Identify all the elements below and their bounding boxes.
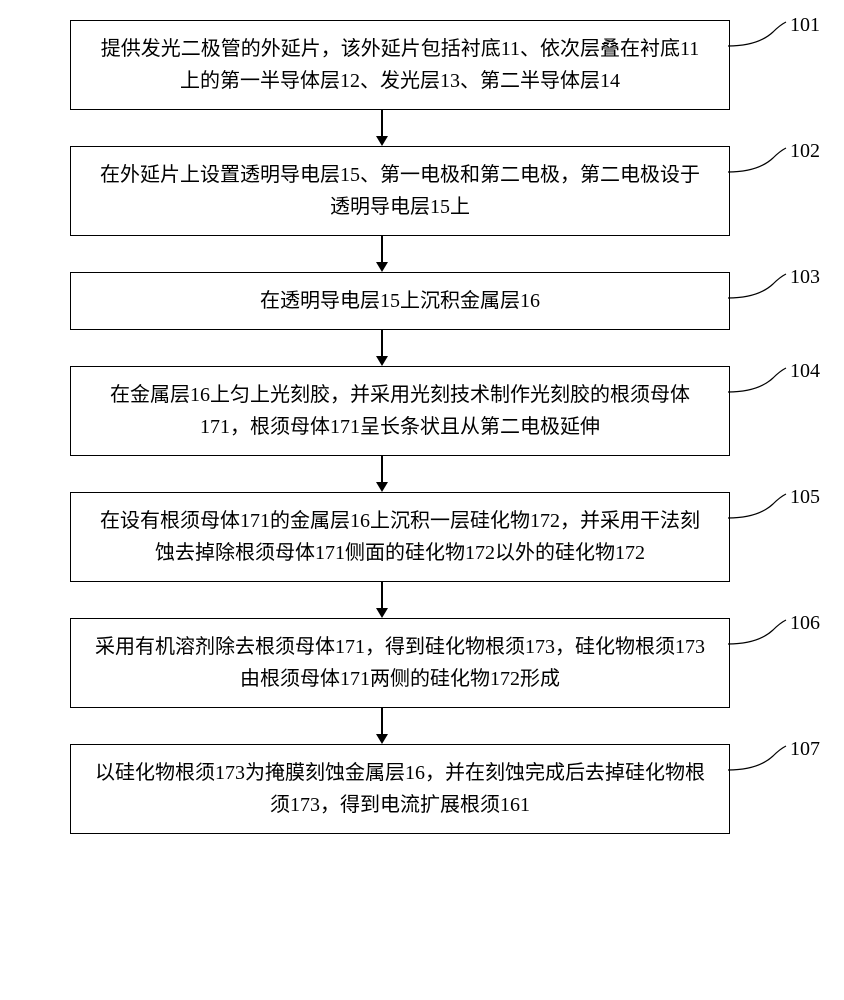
step-label-104: 104 bbox=[790, 360, 820, 383]
step-label-101: 101 bbox=[790, 14, 820, 37]
step-box-101: 提供发光二极管的外延片，该外延片包括衬底11、依次层叠在衬底11上的第一半导体层… bbox=[70, 20, 730, 110]
step-box-103: 在透明导电层15上沉积金属层16 bbox=[70, 272, 730, 330]
arrow-line bbox=[381, 330, 383, 356]
step-label-102: 102 bbox=[790, 140, 820, 163]
arrow-head-icon bbox=[376, 136, 388, 146]
step-box-106: 采用有机溶剂除去根须母体171，得到硅化物根须173，硅化物根须173由根须母体… bbox=[70, 618, 730, 708]
step-row: 在设有根须母体171的金属层16上沉积一层硅化物172，并采用干法刻蚀去掉除根须… bbox=[50, 492, 794, 582]
step-box-105: 在设有根须母体171的金属层16上沉积一层硅化物172，并采用干法刻蚀去掉除根须… bbox=[70, 492, 730, 582]
step-label-106: 106 bbox=[790, 612, 820, 635]
flowchart-container: 提供发光二极管的外延片，该外延片包括衬底11、依次层叠在衬底11上的第一半导体层… bbox=[50, 20, 794, 834]
arrow-down bbox=[376, 236, 388, 272]
step-row: 以硅化物根须173为掩膜刻蚀金属层16，并在刻蚀完成后去掉硅化物根须173，得到… bbox=[50, 744, 794, 834]
arrow-down bbox=[376, 456, 388, 492]
step-row: 在透明导电层15上沉积金属层16103 bbox=[50, 272, 794, 330]
arrow-line bbox=[381, 110, 383, 136]
arrow-down bbox=[376, 582, 388, 618]
arrow-line bbox=[381, 582, 383, 608]
arrow-line bbox=[381, 236, 383, 262]
step-row: 提供发光二极管的外延片，该外延片包括衬底11、依次层叠在衬底11上的第一半导体层… bbox=[50, 20, 794, 110]
arrow-down bbox=[376, 110, 388, 146]
step-box-104: 在金属层16上匀上光刻胶，并采用光刻技术制作光刻胶的根须母体171，根须母体17… bbox=[70, 366, 730, 456]
step-label-107: 107 bbox=[790, 738, 820, 761]
step-row: 在外延片上设置透明导电层15、第一电极和第二电极，第二电极设于透明导电层15上1… bbox=[50, 146, 794, 236]
arrow-line bbox=[381, 456, 383, 482]
step-row: 采用有机溶剂除去根须母体171，得到硅化物根须173，硅化物根须173由根须母体… bbox=[50, 618, 794, 708]
arrow-head-icon bbox=[376, 356, 388, 366]
step-row: 在金属层16上匀上光刻胶，并采用光刻技术制作光刻胶的根须母体171，根须母体17… bbox=[50, 366, 794, 456]
arrow-line bbox=[381, 708, 383, 734]
step-label-105: 105 bbox=[790, 486, 820, 509]
step-label-103: 103 bbox=[790, 266, 820, 289]
step-box-102: 在外延片上设置透明导电层15、第一电极和第二电极，第二电极设于透明导电层15上 bbox=[70, 146, 730, 236]
arrow-down bbox=[376, 708, 388, 744]
step-box-107: 以硅化物根须173为掩膜刻蚀金属层16，并在刻蚀完成后去掉硅化物根须173，得到… bbox=[70, 744, 730, 834]
arrow-down bbox=[376, 330, 388, 366]
arrow-head-icon bbox=[376, 482, 388, 492]
arrow-head-icon bbox=[376, 262, 388, 272]
arrow-head-icon bbox=[376, 608, 388, 618]
arrow-head-icon bbox=[376, 734, 388, 744]
